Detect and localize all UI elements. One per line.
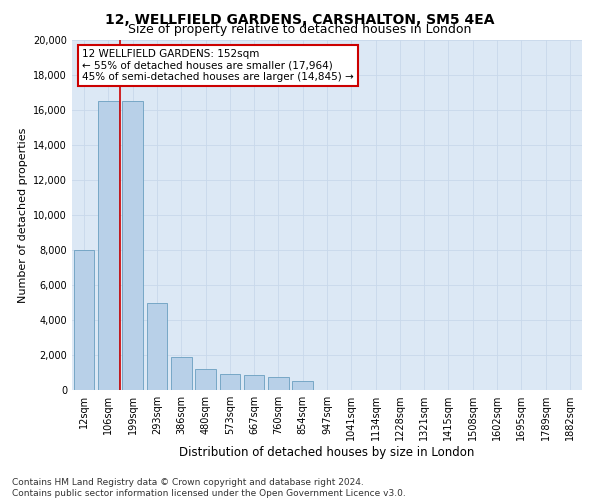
Text: Size of property relative to detached houses in London: Size of property relative to detached ho… — [128, 24, 472, 36]
Y-axis label: Number of detached properties: Number of detached properties — [18, 128, 28, 302]
Text: Contains HM Land Registry data © Crown copyright and database right 2024.
Contai: Contains HM Land Registry data © Crown c… — [12, 478, 406, 498]
Bar — [292, 381, 313, 390]
Text: 12 WELLFIELD GARDENS: 152sqm
← 55% of detached houses are smaller (17,964)
45% o: 12 WELLFIELD GARDENS: 152sqm ← 55% of de… — [82, 49, 354, 82]
X-axis label: Distribution of detached houses by size in London: Distribution of detached houses by size … — [179, 446, 475, 459]
Bar — [146, 302, 167, 390]
Bar — [195, 369, 216, 390]
Bar — [220, 374, 240, 390]
Bar — [171, 357, 191, 390]
Bar — [244, 375, 265, 390]
Bar — [74, 250, 94, 390]
Text: 12, WELLFIELD GARDENS, CARSHALTON, SM5 4EA: 12, WELLFIELD GARDENS, CARSHALTON, SM5 4… — [105, 12, 495, 26]
Bar — [98, 101, 119, 390]
Bar — [268, 377, 289, 390]
Bar — [122, 101, 143, 390]
